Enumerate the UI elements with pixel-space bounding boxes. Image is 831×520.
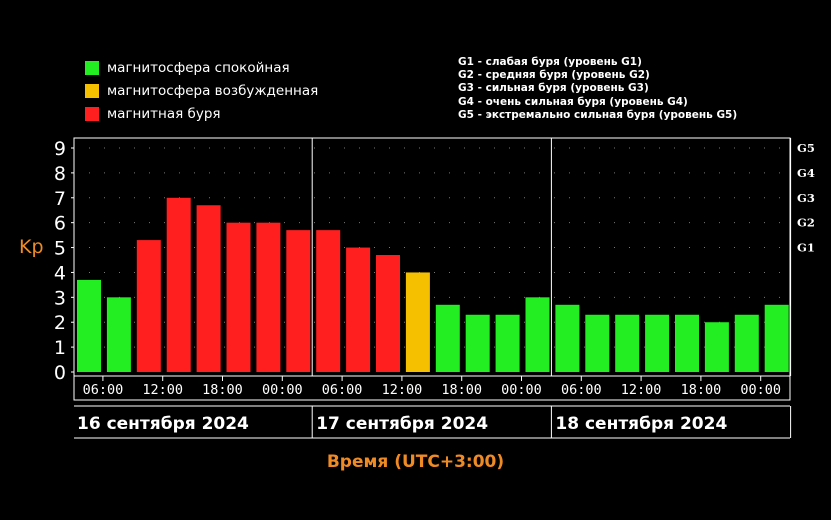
legend-swatch-storm <box>85 106 99 121</box>
legend-item-quiet: магнитосфера спокойная <box>85 56 318 79</box>
y-axis-label: Kp <box>19 236 44 258</box>
y-tick-label: 6 <box>54 213 66 235</box>
y-tick-label: 8 <box>54 163 66 185</box>
storm-level-g2: G2 - средняя буря (уровень G2) <box>458 69 650 82</box>
bar-quiet <box>435 304 460 372</box>
bar-quiet <box>106 297 131 372</box>
legend-label-quiet: магнитосфера спокойная <box>107 59 290 76</box>
x-tick-label: 12:00 <box>382 382 423 398</box>
bar-storm <box>226 222 251 372</box>
legend-label-active: магнитосфера возбужденная <box>107 82 319 99</box>
x-tick-label: 06:00 <box>561 382 602 398</box>
bar-quiet <box>465 314 490 372</box>
x-tick-label: 00:00 <box>740 382 781 398</box>
y-tick-label: 3 <box>54 287 66 309</box>
bar-active <box>405 272 430 372</box>
g-level-label: G5 <box>797 141 815 155</box>
y-tick-label: 4 <box>54 262 66 284</box>
bar-quiet <box>764 304 789 372</box>
x-tick-label: 00:00 <box>501 382 542 398</box>
x-axis-title: Время (UTC+3:00) <box>326 452 505 472</box>
y-tick-label: 0 <box>54 362 66 384</box>
storm-level-g1: G1 - слабая буря (уровень G1) <box>458 56 642 68</box>
x-tick-label: 12:00 <box>621 382 662 398</box>
bar-storm <box>376 255 400 372</box>
storm-level-g4: G4 - очень сильная буря (уровень G4) <box>458 95 688 108</box>
bar-quiet <box>495 314 520 372</box>
x-tick-label: 18:00 <box>441 382 482 398</box>
x-tick-label: 00:00 <box>262 382 303 398</box>
legend-item-active: магнитосфера возбужденная <box>85 79 318 102</box>
bar-storm <box>346 247 371 372</box>
date-label: 18 сентября 2024 <box>555 414 727 434</box>
bar-storm <box>166 197 191 372</box>
bar-storm <box>196 205 221 372</box>
bar-quiet <box>555 304 580 372</box>
g-level-label: G4 <box>797 166 815 180</box>
bar-quiet <box>704 322 729 372</box>
y-tick-label: 5 <box>54 238 66 260</box>
y-tick-label: 1 <box>54 337 66 359</box>
legend-label-storm: магнитная буря <box>107 105 221 122</box>
bar-quiet <box>77 279 101 372</box>
bar-quiet <box>615 314 640 372</box>
g-level-label: G2 <box>797 216 815 230</box>
bar-storm <box>136 240 161 372</box>
storm-level-g5: G5 - экстремально сильная буря (уровень … <box>458 108 738 121</box>
bar-storm <box>256 222 281 372</box>
date-label: 16 сентября 2024 <box>77 414 249 434</box>
y-tick-label: 9 <box>54 138 66 160</box>
x-tick-label: 06:00 <box>83 382 124 398</box>
y-tick-label: 7 <box>54 188 66 210</box>
legend-swatch-active <box>85 83 99 98</box>
x-tick-label: 18:00 <box>681 382 722 398</box>
g-level-label: G1 <box>797 241 815 255</box>
bar-storm <box>316 230 341 372</box>
g-level-label: G3 <box>797 191 815 205</box>
storm-level-legend: G1 - слабая буря (уровень G1) G2 - средн… <box>458 56 737 122</box>
x-tick-label: 12:00 <box>142 382 183 398</box>
y-tick-label: 2 <box>54 312 66 334</box>
bar-quiet <box>675 314 699 372</box>
legend: магнитосфера спокойная магнитосфера возб… <box>85 56 318 125</box>
bar-storm <box>286 230 311 372</box>
bar-quiet <box>734 314 759 372</box>
x-tick-label: 06:00 <box>322 382 363 398</box>
storm-level-g3: G3 - сильная буря (уровень G3) <box>458 82 649 95</box>
time-axis-frame <box>73 375 791 401</box>
date-label: 17 сентября 2024 <box>316 414 488 434</box>
bar-quiet <box>645 314 670 372</box>
bar-quiet <box>585 314 610 372</box>
x-tick-label: 18:00 <box>202 382 243 398</box>
bar-quiet <box>525 297 550 372</box>
legend-swatch-quiet <box>85 60 99 75</box>
legend-item-storm: магнитная буря <box>85 102 318 125</box>
